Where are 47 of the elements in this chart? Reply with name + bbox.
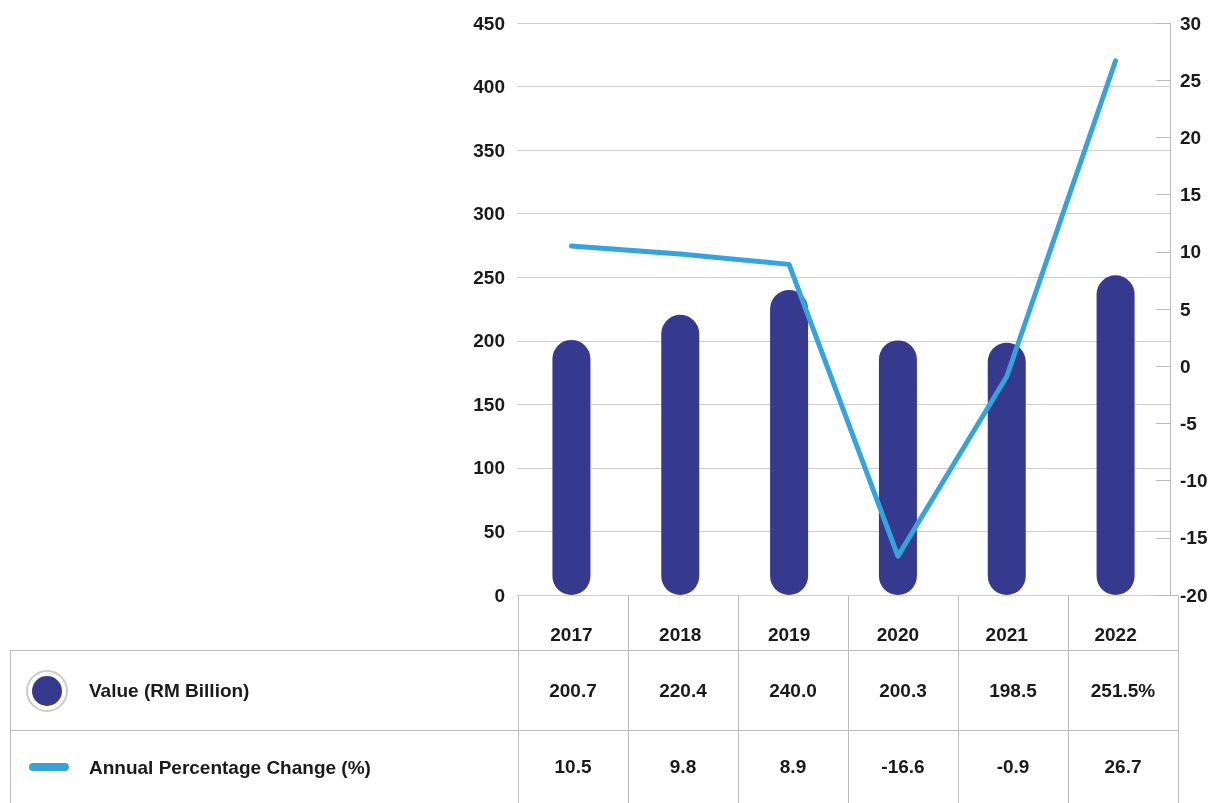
y2-tick-label: 5 — [1180, 298, 1191, 320]
bar — [770, 289, 809, 595]
bar — [987, 342, 1026, 595]
legend-label: Annual Percentage Change (%) — [89, 756, 371, 778]
x-tick-label: 2021 — [985, 624, 1029, 645]
data-label: 251.5% — [1068, 650, 1178, 731]
y2-tick-label: 10 — [1180, 241, 1202, 263]
y2-tick-label: 25 — [1180, 69, 1202, 91]
y-tick-label: 250 — [473, 266, 505, 288]
x-tick-label: 2022 — [1094, 624, 1137, 645]
y2-tick-label: 0 — [1180, 355, 1191, 377]
y2-tick-label: 15 — [1180, 184, 1202, 206]
y2-tick-label: -10 — [1180, 470, 1208, 492]
y-tick-label: 100 — [473, 457, 505, 479]
data-label: 200.3 — [848, 650, 958, 731]
bar — [1096, 275, 1135, 595]
y-tick-label: 350 — [473, 139, 505, 161]
data-label: 10.5 — [518, 730, 628, 803]
y-tick-label: 450 — [473, 12, 505, 34]
x-tick-label: 2019 — [767, 624, 811, 645]
data-label: 200.7 — [518, 650, 628, 731]
bar — [661, 314, 700, 595]
x-tick-label: 2018 — [659, 624, 702, 645]
data-label: 9.8 — [628, 730, 738, 803]
y-tick-label: 300 — [473, 203, 505, 225]
data-label: -0.9 — [958, 730, 1068, 803]
data-label: 220.4 — [628, 650, 738, 731]
data-label: -16.6 — [848, 730, 958, 803]
y2-tick-label: -5 — [1180, 412, 1198, 434]
data-label: 240.0 — [738, 650, 848, 731]
data-label: 26.7 — [1068, 730, 1178, 803]
y2-tick-label: -20 — [1180, 584, 1208, 606]
legend-label: Value (RM Billion) — [89, 679, 250, 701]
y-tick-label: 200 — [473, 330, 505, 352]
y2-tick-label: 20 — [1180, 126, 1202, 148]
data-label: 198.5 — [958, 650, 1068, 731]
y2-tick-label: -15 — [1180, 527, 1208, 549]
bar — [552, 339, 591, 595]
x-tick-label: 2017 — [550, 624, 593, 645]
x-tick-label: 2020 — [876, 624, 920, 645]
bar — [878, 340, 917, 595]
y-tick-label: 150 — [473, 393, 505, 415]
data-label: 8.9 — [738, 730, 848, 803]
y-tick-label: 50 — [483, 520, 505, 542]
y-tick-label: 0 — [494, 584, 505, 606]
y-tick-label: 400 — [473, 76, 505, 98]
y2-tick-label: 30 — [1180, 12, 1202, 34]
